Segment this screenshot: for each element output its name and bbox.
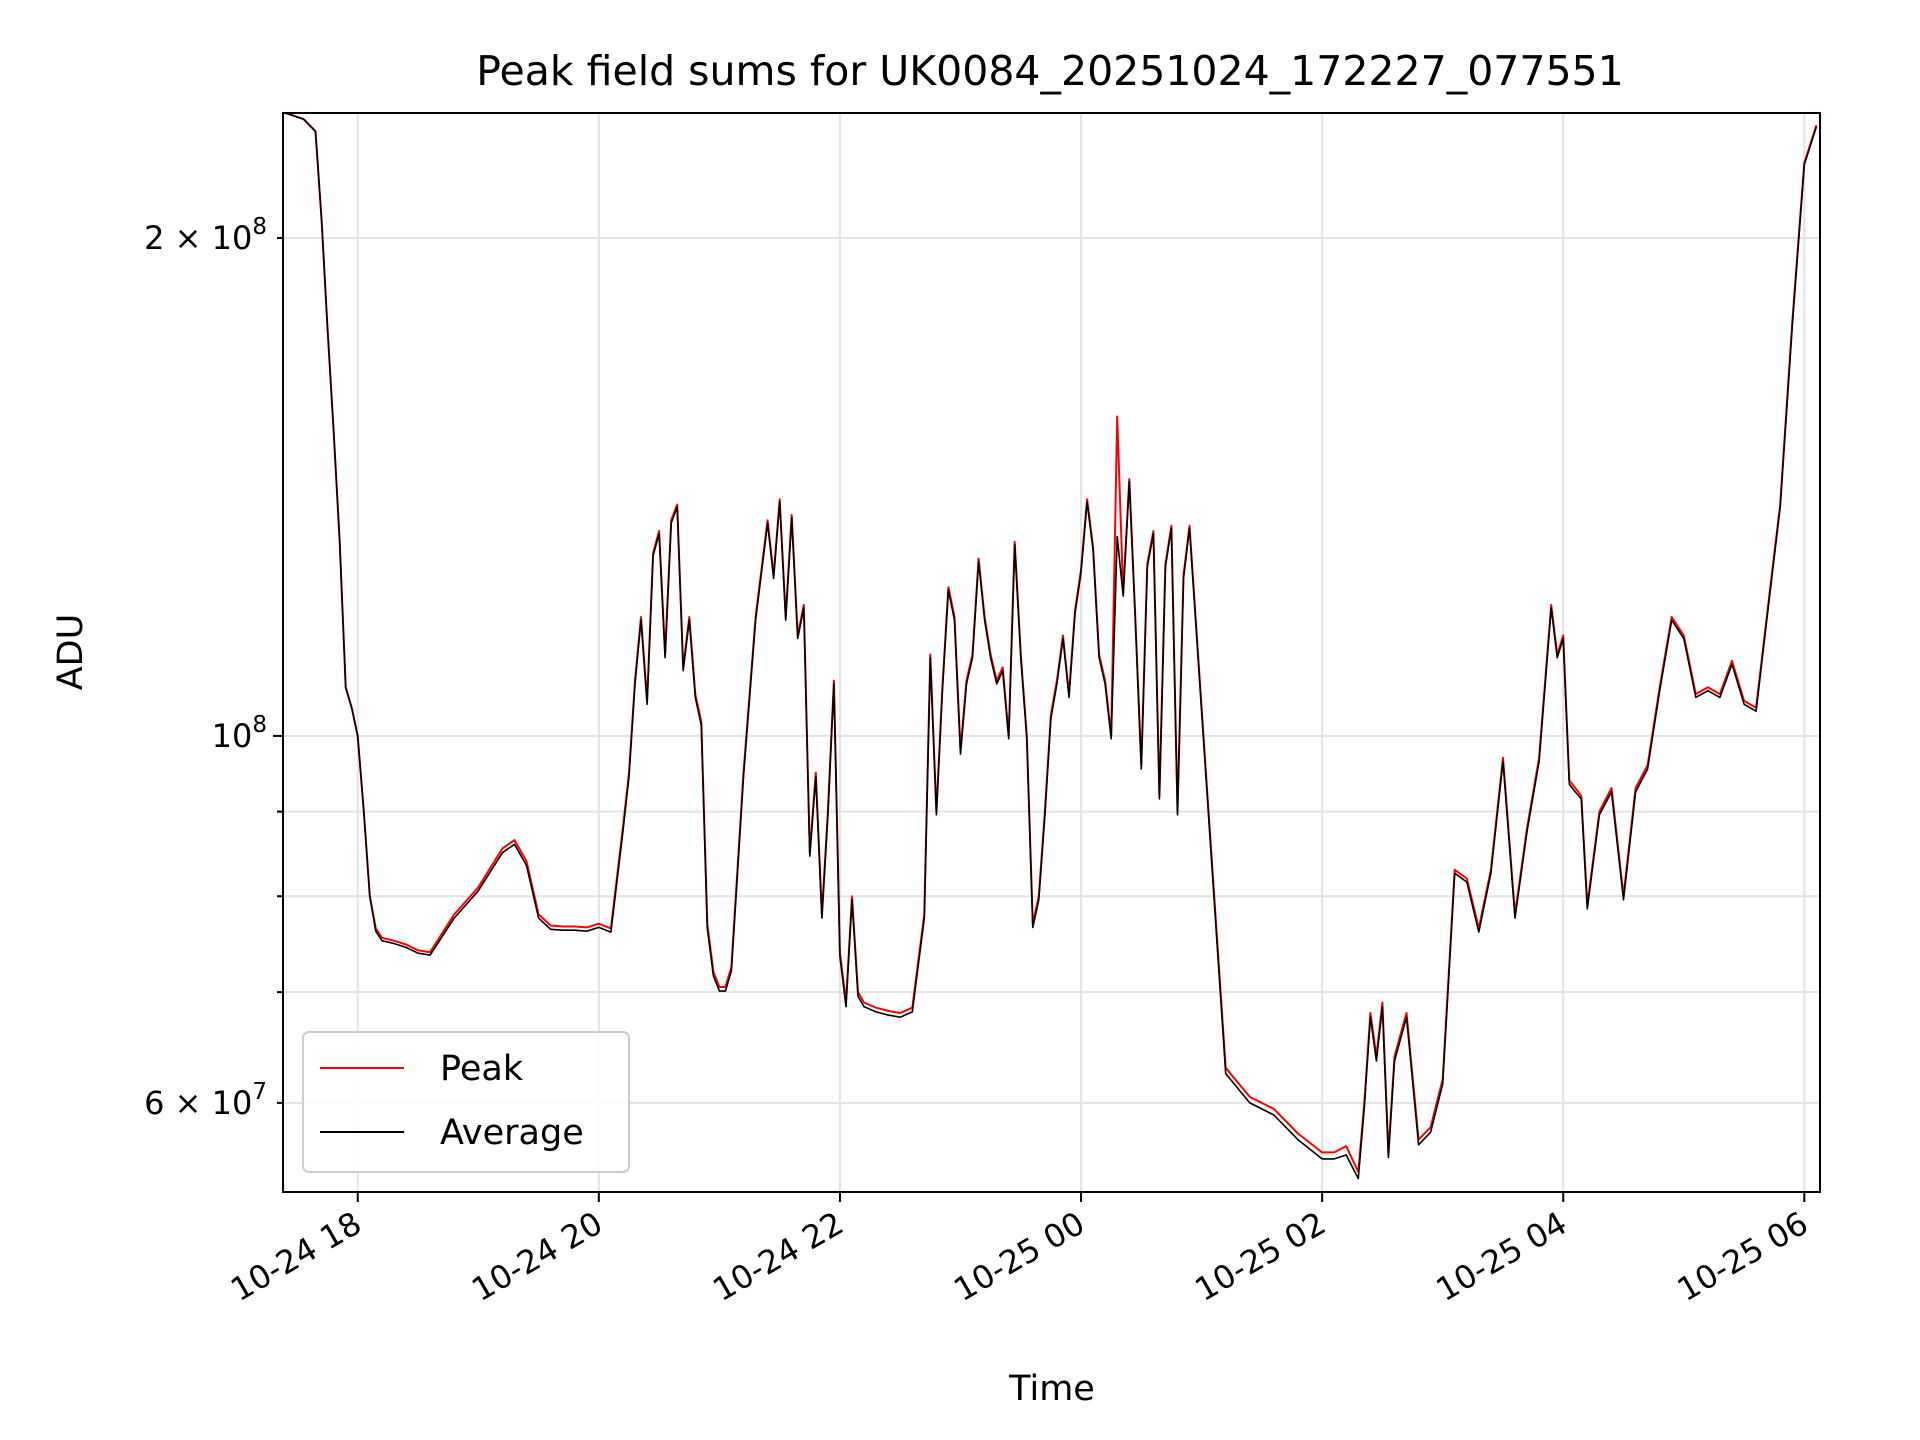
series-line-average [285, 112, 1818, 1180]
y-axis-label: ADU [51, 614, 91, 691]
legend-label-average: Average [440, 1113, 584, 1153]
plot-frame [282, 112, 1821, 1193]
legend: Peak Average [302, 1031, 630, 1173]
legend-label-peak: Peak [440, 1049, 524, 1089]
grid-layer [283, 113, 1820, 1192]
y-ticks: 108 2 × 108 6 × 107 [144, 214, 283, 1122]
y-major-tick-label: 108 [212, 712, 267, 755]
x-axis-label: Time [1008, 1369, 1095, 1409]
y-minor-tick-label: 2 × 108 [144, 214, 267, 257]
chart-title: Peak field sums for UK0084_20251024_1722… [476, 47, 1623, 95]
series-layer [285, 112, 1818, 1180]
y-minor-tick-label: 6 × 107 [144, 1079, 267, 1122]
